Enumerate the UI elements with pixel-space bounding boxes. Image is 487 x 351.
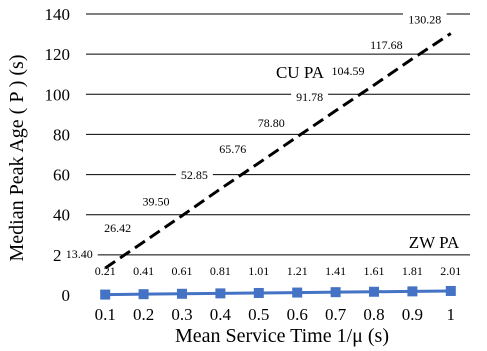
data-label-cu-pa: 91.78 [296, 90, 323, 104]
data-label-bg-cu-pa [403, 12, 447, 28]
x-tick-label-0.6: 0.6 [287, 305, 308, 324]
data-label-zw-pa: 1.61 [364, 264, 385, 278]
data-label-zw-pa: 0.61 [172, 264, 193, 278]
data-labels: 13.40 26.42 39.50 52.85 65.76 78.80 91.78 104.5… [60, 12, 461, 278]
x-tick-label-0.1: 0.1 [95, 305, 116, 324]
grid-lines [86, 13, 470, 256]
data-label-cu-pa: 104.59 [332, 64, 365, 78]
x-tick-label-0.9: 0.9 [402, 305, 423, 324]
data-label-bg-cu-pa [214, 142, 252, 158]
data-label-bg-cu-pa [60, 247, 98, 263]
data-label-cu-pa: 26.42 [104, 221, 131, 235]
data-label-bg-cu-pa [364, 37, 409, 53]
data-label-cu-pa: 78.80 [258, 116, 285, 130]
marker-zw-pa [100, 289, 111, 300]
series-name-cu-pa: CU PA [276, 63, 325, 82]
x-tick-label-0.8: 0.8 [363, 305, 384, 324]
x-tick-label-0.3: 0.3 [171, 305, 192, 324]
data-label-zw-pa: 0.81 [210, 264, 231, 278]
data-label-bg-cu-pa [137, 194, 175, 210]
y-tick-label-80: 80 [53, 125, 70, 144]
x-tick-label-0.4: 0.4 [210, 305, 232, 324]
marker-zw-pa [253, 287, 264, 298]
data-label-zw-pa: 1.81 [402, 264, 423, 278]
data-label-cu-pa: 65.76 [219, 142, 246, 156]
series-line-cu-pa [104, 32, 452, 270]
y-tick-label-140: 140 [45, 5, 71, 24]
y-tick-label-120: 120 [45, 45, 71, 64]
data-label-zw-pa: 1.01 [248, 264, 269, 278]
data-label-cu-pa: 117.68 [370, 38, 403, 52]
y-tick-label-100: 100 [45, 85, 71, 104]
marker-zw-pa [215, 288, 226, 299]
data-label-cu-pa: 130.28 [408, 13, 441, 27]
y-tick-label-0: 0 [62, 286, 71, 305]
data-label-cu-pa: 39.50 [143, 195, 170, 209]
x-tick-label-0.7: 0.7 [325, 305, 347, 324]
y-axis-ticks: 020406080100120140 [45, 5, 71, 305]
marker-zw-pa [407, 286, 418, 297]
data-label-zw-pa: 0.41 [133, 264, 154, 278]
marker-zw-pa [292, 287, 303, 298]
data-label-bg-cu-pa [99, 220, 137, 236]
marker-zw-pa [177, 288, 187, 299]
series-layer [100, 32, 456, 300]
data-label-bg-cu-pa [252, 115, 290, 131]
series-line-zw-pa [105, 289, 451, 297]
x-tick-label-0.5: 0.5 [248, 305, 269, 324]
data-label-zw-pa: 2.01 [440, 264, 461, 278]
x-tick-label-1: 1 [447, 305, 456, 324]
data-label-cu-pa: 52.85 [181, 168, 208, 182]
marker-zw-pa [445, 285, 456, 296]
y-tick-label-40: 40 [53, 206, 70, 225]
y-tick-label-60: 60 [53, 166, 70, 185]
marker-zw-pa [138, 289, 149, 300]
data-label-bg-cu-pa [326, 64, 370, 80]
data-label-zw-pa: 1.41 [325, 264, 346, 278]
data-label-bg-cu-pa [175, 167, 213, 183]
data-label-zw-pa: 0.21 [95, 264, 116, 278]
data-label-zw-pa: 1.21 [287, 264, 308, 278]
x-axis-title: Mean Service Time 1/μ (s) [175, 325, 389, 347]
marker-zw-pa [330, 287, 341, 298]
x-axis-ticks: 0.1 0.2 0.3 0.4 0.5 0.6 0.7 0.8 0.9 1 [95, 305, 455, 324]
y-axis-title: Median Peak Age ( P ) (s) [6, 55, 28, 262]
data-label-bg-cu-pa [291, 89, 329, 105]
x-tick-label-0.2: 0.2 [133, 305, 154, 324]
series-name-zw-pa: ZW PA [409, 233, 460, 252]
data-label-cu-pa: 13.40 [66, 247, 93, 261]
marker-zw-pa [369, 286, 379, 297]
